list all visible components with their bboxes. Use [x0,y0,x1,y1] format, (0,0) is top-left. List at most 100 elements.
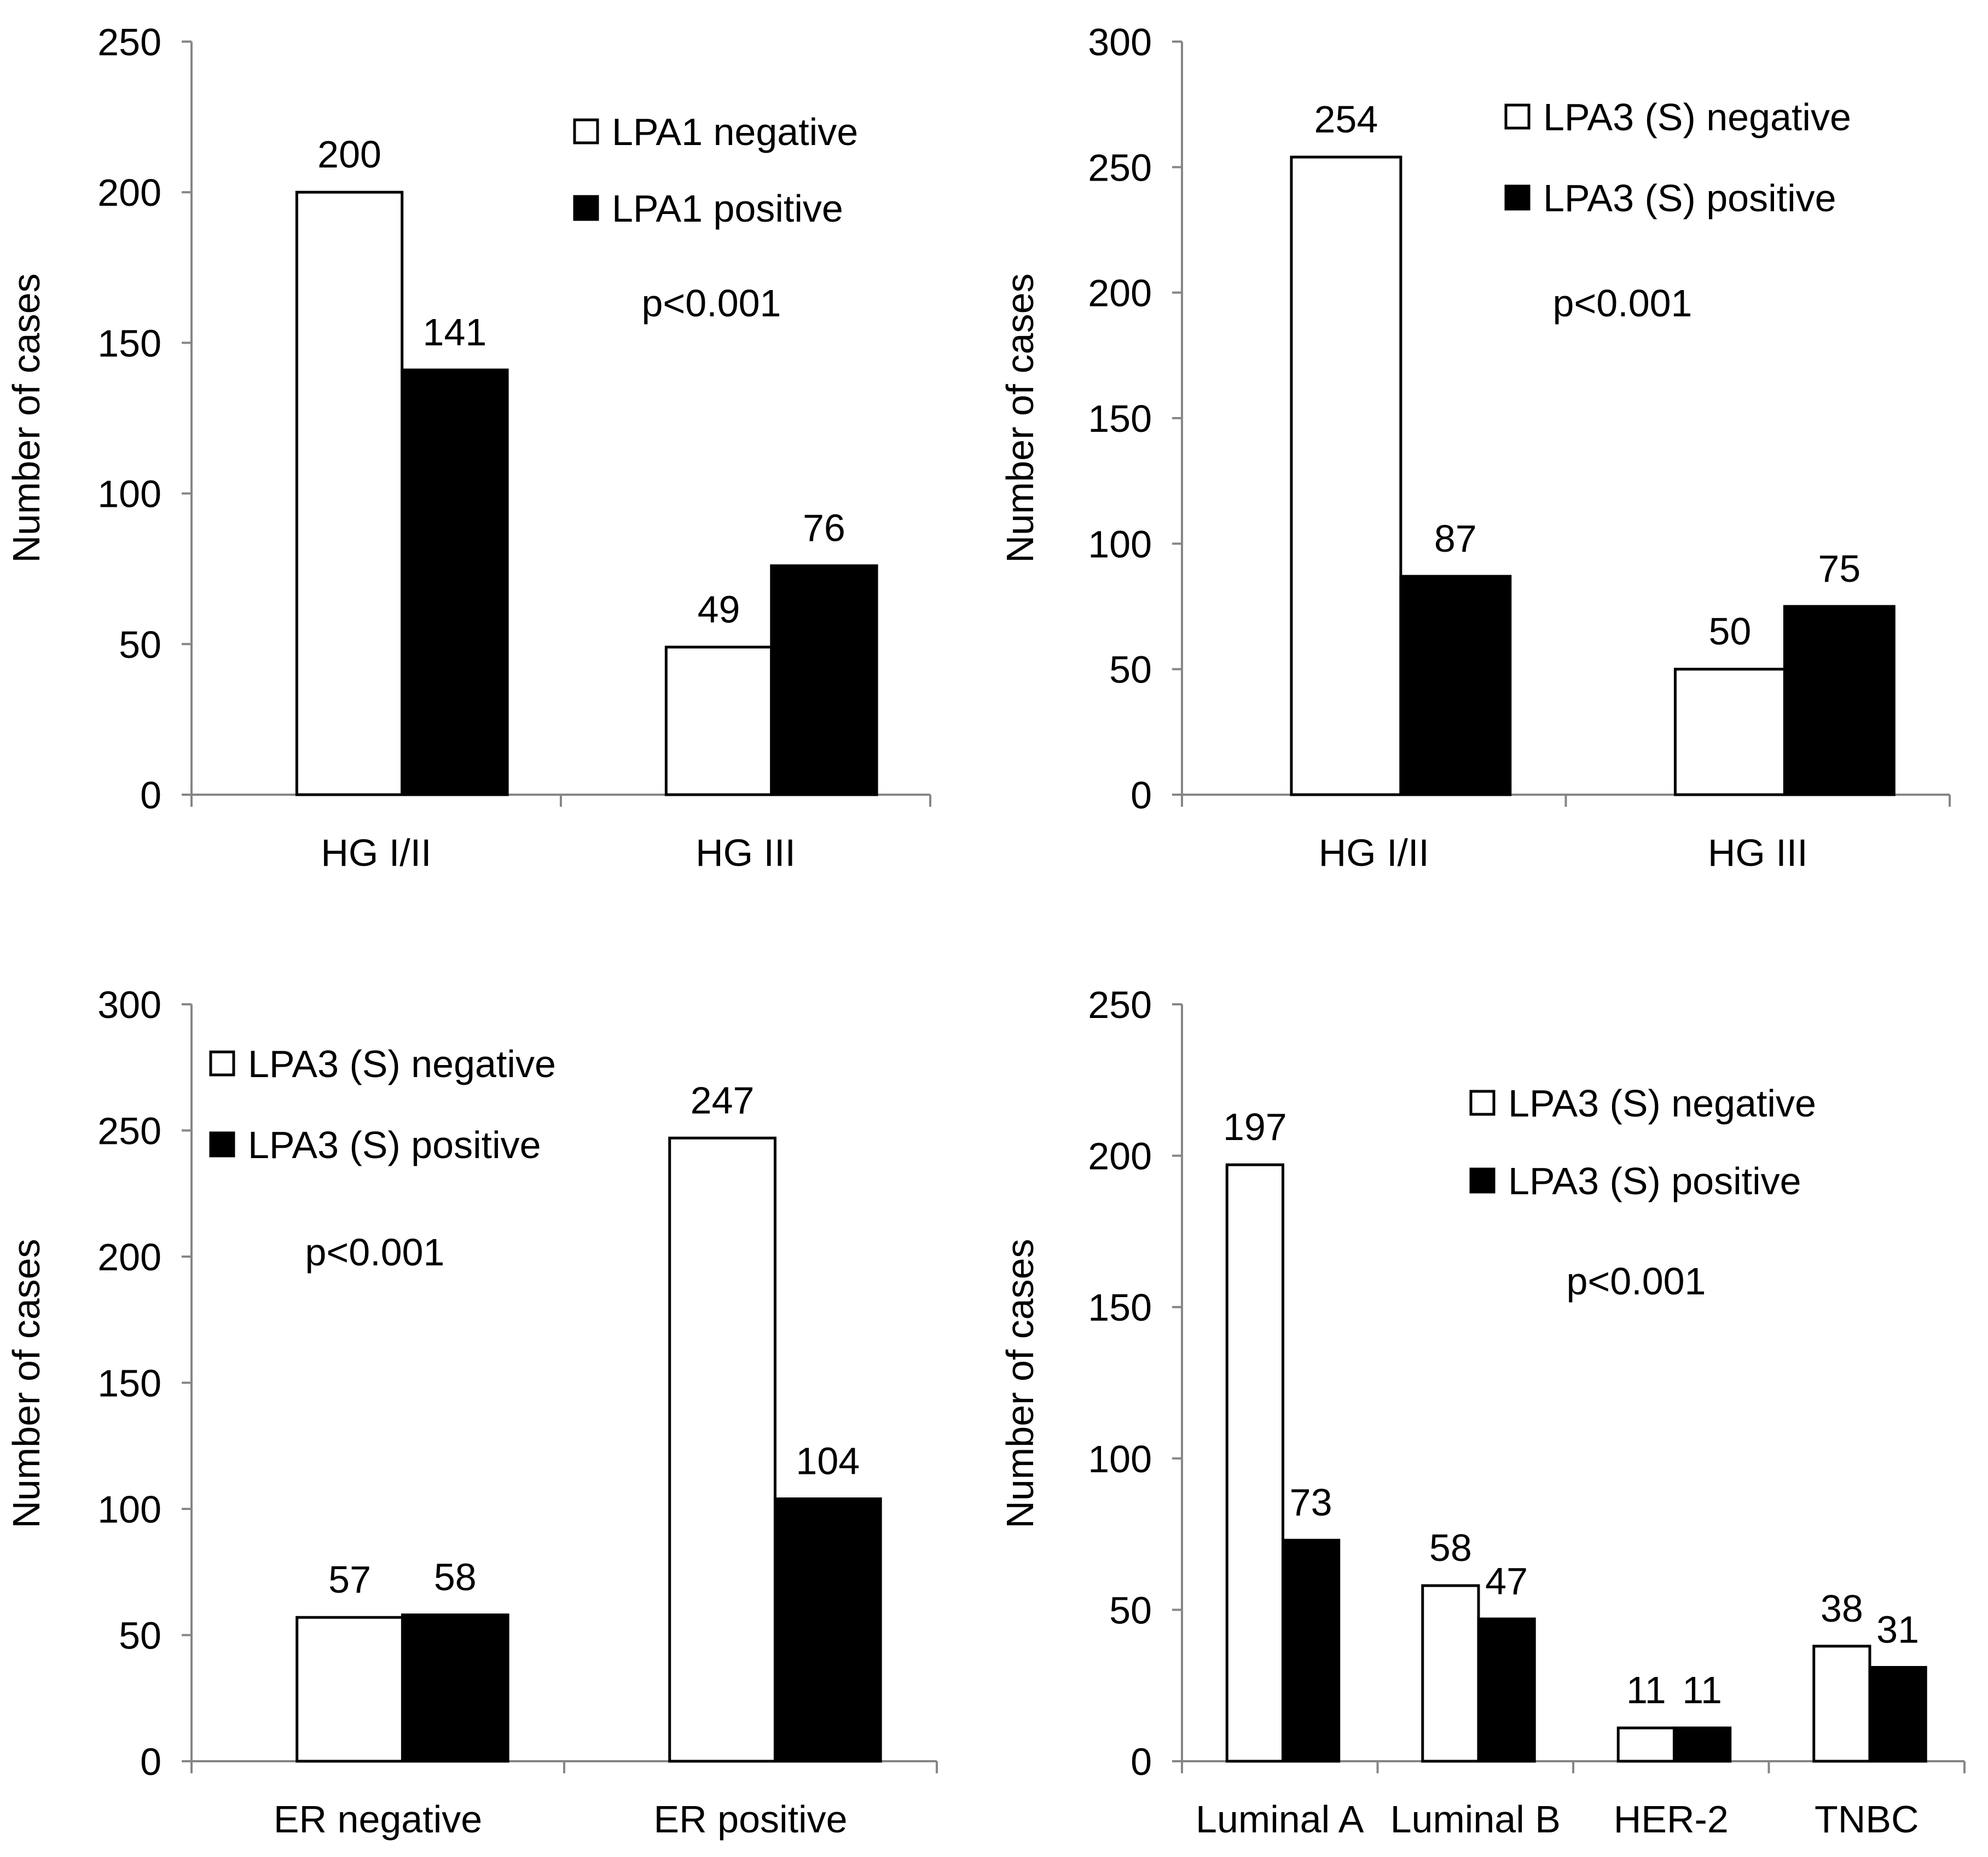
data-label: 31 [1876,1609,1919,1651]
x-category-label: TNBC [1815,1798,1919,1841]
legend-swatch-positive [209,1131,235,1158]
p-value-annotation: p<0.001 [1553,282,1693,325]
bar-negative [1290,155,1402,796]
y-tick-label: 0 [140,774,161,817]
y-tick-label: 50 [119,623,161,666]
y-axis-title: Number of cases [5,1239,48,1528]
legend-swatch-negative [1469,1090,1496,1116]
y-tick-label: 200 [97,1236,161,1279]
bar-negative [1673,668,1786,796]
y-tick-label: 200 [97,171,161,214]
legend-label: LPA3 (S) positive [1543,177,1836,219]
bar-positive [773,1497,882,1763]
y-tick-label: 100 [1088,1438,1152,1480]
data-label: 104 [796,1440,860,1483]
x-category-label: Luminal B [1390,1798,1561,1841]
legend-swatch-positive [1504,184,1531,211]
x-category-label: HG III [695,831,796,874]
legend-label: LPA3 (S) positive [248,1124,541,1166]
y-tick-label: 0 [140,1740,161,1783]
bar-positive [1783,605,1896,796]
x-category-label: ER negative [274,1798,482,1841]
y-tick-label: 50 [119,1615,161,1657]
chart-panel-4: 0 50 100 150 200 250 Number of cases 197 73 Lumin… [999,984,1966,1841]
bar-positive [1868,1666,1927,1763]
bar-positive [401,1613,509,1763]
legend-swatch-negative [209,1050,235,1077]
y-tick-label: 0 [1131,1740,1152,1783]
bar-negative [664,645,773,796]
data-label: 49 [698,588,740,630]
y-tick-label: 300 [97,984,161,1026]
bar-negative [668,1136,776,1763]
p-value-annotation: p<0.001 [1567,1260,1706,1303]
data-label: 11 [1682,1669,1722,1711]
y-tick-label: 150 [1088,1286,1152,1329]
x-category-label: HG III [1708,831,1808,874]
y-tick-label: 150 [97,322,161,365]
y-tick-label: 250 [1088,146,1152,189]
chart-panel-2: 0 50 100 150 200 250 300 Number of cases 254 87 HG… [999,21,1951,874]
y-axis-title: Number of cases [5,273,48,563]
data-label: 73 [1290,1481,1332,1524]
x-category-label: HG I/II [321,831,431,874]
y-tick-label: 250 [97,1110,161,1153]
legend-label: LPA3 (S) positive [1508,1160,1801,1202]
bar-positive [401,368,509,796]
data-label: 58 [434,1556,477,1599]
bar-negative [295,190,404,796]
bar-negative [1616,1726,1676,1763]
bar-negative [1812,1645,1871,1763]
legend-label: LPA3 (S) negative [1508,1082,1816,1125]
data-label: 38 [1821,1587,1863,1630]
y-tick-label: 50 [1109,1589,1152,1632]
bar-negative [295,1616,404,1763]
bar-positive [1477,1617,1536,1763]
bar-negative [1225,1163,1284,1763]
legend-swatch-positive [1469,1167,1496,1194]
y-tick-label: 250 [1088,984,1152,1026]
data-label: 87 [1434,517,1477,560]
y-axis-title: Number of cases [999,273,1041,563]
y-tick-label: 100 [97,473,161,516]
legend-label: LPA1 positive [612,187,843,230]
chart-panel-3: 0 50 100 150 200 250 300 Number of cases 57 58 ER … [5,984,938,1841]
y-tick-label: 200 [1088,1135,1152,1178]
y-tick-label: 200 [1088,272,1152,315]
data-label: 76 [803,507,845,549]
legend-label: LPA3 (S) negative [1543,96,1851,138]
bar-positive [1672,1726,1732,1763]
y-tick-label: 0 [1131,774,1152,817]
legend-swatch-negative [573,118,599,144]
bar-positive [770,564,878,796]
x-category-label: HER-2 [1614,1798,1729,1841]
data-label: 50 [1708,610,1751,653]
y-tick-label: 150 [1088,397,1152,440]
data-label: 254 [1314,98,1378,141]
y-tick-label: 300 [1088,21,1152,63]
y-tick-label: 250 [97,21,161,63]
x-category-label: HG I/II [1319,831,1429,874]
y-tick-label: 100 [97,1488,161,1531]
data-label: 141 [423,311,487,354]
data-label: 47 [1485,1560,1528,1603]
legend-swatch-negative [1504,103,1531,130]
y-tick-label: 50 [1109,649,1152,691]
bar-negative [1421,1584,1480,1763]
x-category-label: ER positive [653,1798,847,1841]
legend-label: LPA1 negative [612,111,858,153]
bar-positive [1399,575,1512,796]
bar-positive [1281,1538,1341,1763]
data-label: 197 [1223,1106,1287,1148]
y-tick-label: 100 [1088,523,1152,565]
legend-swatch-positive [573,195,599,221]
data-label: 200 [317,133,381,176]
x-category-label: Luminal A [1196,1798,1364,1841]
data-label: 57 [328,1558,371,1601]
data-label: 75 [1818,547,1861,590]
chart-panel-1: 0 50 100 150 200 250 Number of cases 200 141 HG I… [5,21,931,874]
p-value-annotation: p<0.001 [305,1231,445,1274]
p-value-annotation: p<0.001 [642,282,781,325]
y-tick-label: 150 [97,1362,161,1405]
